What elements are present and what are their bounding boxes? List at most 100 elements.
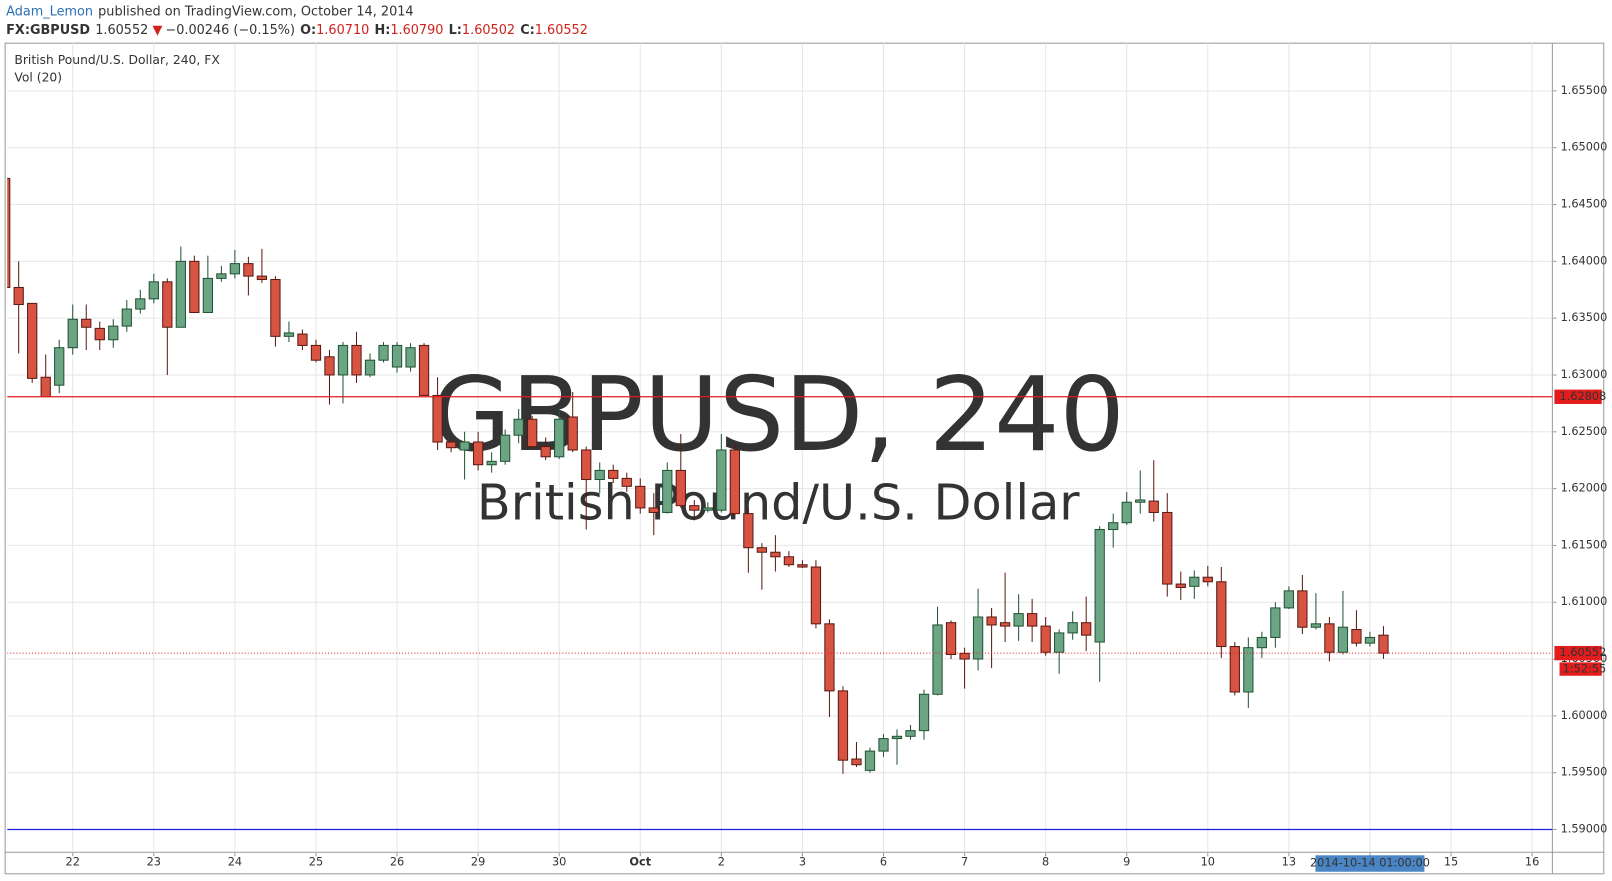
candle-body xyxy=(337,344,349,376)
candle-body xyxy=(175,260,186,328)
candle-body xyxy=(1243,647,1254,693)
candle-body xyxy=(689,505,700,511)
last-price: 1.60552 xyxy=(95,22,148,37)
plot xyxy=(7,177,1553,831)
candle-body xyxy=(486,460,497,466)
ohlc-label: C: xyxy=(520,22,535,37)
candle-body xyxy=(554,418,565,458)
y-tick-label: 1.63000 xyxy=(1561,368,1608,381)
price-label: 1.62808 xyxy=(1560,390,1607,403)
header-line: Adam_Lemon published on TradingView.com, … xyxy=(6,4,413,19)
x-tick-label: 13 xyxy=(1282,855,1296,868)
candle-body xyxy=(675,469,686,507)
candle-body xyxy=(445,441,457,449)
x-tick-label: 3 xyxy=(799,855,806,868)
countdown-box xyxy=(1559,662,1602,676)
candle-body xyxy=(148,281,159,300)
candle-body xyxy=(797,564,808,568)
candle-body xyxy=(878,738,889,752)
candle-body xyxy=(1378,634,1389,654)
candle-body xyxy=(324,356,335,376)
candle-body xyxy=(621,477,632,487)
x-tick-label: 24 xyxy=(228,855,242,868)
y-tick-label: 1.60000 xyxy=(1561,709,1608,722)
candle-body xyxy=(1283,590,1295,609)
candle-body xyxy=(418,344,430,396)
candle-body xyxy=(1364,636,1376,644)
candle-body xyxy=(310,344,322,361)
candle-body xyxy=(540,446,551,458)
candle-body xyxy=(405,347,416,368)
change: −0.00246 (−0.15%) xyxy=(165,22,295,37)
candle-body xyxy=(499,434,511,462)
candle-body xyxy=(648,507,659,513)
time-marker-box xyxy=(1315,855,1425,872)
candle-body xyxy=(54,347,65,386)
candle-body xyxy=(1310,623,1322,628)
candle-body xyxy=(864,750,876,771)
candle-body xyxy=(824,623,835,692)
candle-body xyxy=(7,177,11,288)
candle-body xyxy=(432,394,443,443)
y-tick-label: 1.59000 xyxy=(1561,822,1608,835)
candle-body xyxy=(1256,636,1267,649)
ohlc-value: 1.60710 xyxy=(316,22,369,37)
ohlc-label: L: xyxy=(449,22,462,37)
candle-body xyxy=(581,449,592,481)
candle-body xyxy=(243,263,254,277)
y-tick-label: 1.65500 xyxy=(1561,84,1608,97)
candle-body xyxy=(391,344,403,368)
published-note: published on TradingView.com, October 14… xyxy=(98,4,413,19)
candle-body xyxy=(1351,628,1362,644)
candle-body xyxy=(283,332,295,337)
countdown-label: 1:52:55 xyxy=(1563,663,1607,676)
time-marker-label: 2014-10-14 01:00:00 xyxy=(1310,857,1430,870)
candle-body xyxy=(67,318,78,349)
candle-body xyxy=(27,302,38,379)
candle-body xyxy=(851,758,862,766)
candle-body xyxy=(108,325,119,341)
candle-body xyxy=(13,286,24,306)
candle-body xyxy=(513,418,524,436)
x-tick-label: 9 xyxy=(1123,855,1130,868)
last-price-box xyxy=(1554,645,1602,661)
x-tick-label: 7 xyxy=(961,855,968,868)
chart-legend: British Pound/U.S. Dollar, 240, FX xyxy=(14,53,220,67)
candle-body xyxy=(1162,511,1173,585)
candle-body xyxy=(810,566,822,625)
ohlc-label: O: xyxy=(300,22,316,37)
last-price-label: 1.60552 xyxy=(1560,646,1607,659)
x-tick-label: 30 xyxy=(552,855,566,868)
author-link[interactable]: Adam_Lemon xyxy=(6,4,93,19)
candle-body xyxy=(770,551,781,558)
y-tick-label: 1.62500 xyxy=(1561,425,1608,438)
grid xyxy=(7,43,1553,853)
x-tick-label: 8 xyxy=(1042,855,1049,868)
x-tick-label: 2 xyxy=(718,855,725,868)
candle-body xyxy=(162,281,173,328)
candle-body xyxy=(1094,528,1105,643)
candle-body xyxy=(783,556,795,566)
candle-body xyxy=(662,469,673,513)
candle-body xyxy=(270,279,281,337)
watermark-subtitle: British Pound/U.S. Dollar xyxy=(477,473,1080,531)
candle-body xyxy=(905,730,916,737)
y-tick-label: 1.62000 xyxy=(1561,482,1608,495)
candle-body xyxy=(1324,623,1335,653)
candle-body xyxy=(1121,501,1132,524)
x-tick-label: 10 xyxy=(1201,855,1215,868)
candle-body xyxy=(189,260,200,313)
x-tick-label: 23 xyxy=(147,855,161,868)
candle-body xyxy=(608,469,619,479)
candle-body xyxy=(378,344,389,361)
candle-body xyxy=(972,616,984,660)
y-tick-label: 1.61000 xyxy=(1561,595,1608,608)
y-tick-label: 1.65000 xyxy=(1561,141,1608,154)
candle-body xyxy=(594,469,605,481)
x-tick-label: 6 xyxy=(880,855,887,868)
price-label-box xyxy=(1554,389,1602,404)
candle-body xyxy=(1270,607,1281,638)
candle-body xyxy=(1175,583,1186,588)
ohlc-value: 1.60552 xyxy=(535,22,588,37)
